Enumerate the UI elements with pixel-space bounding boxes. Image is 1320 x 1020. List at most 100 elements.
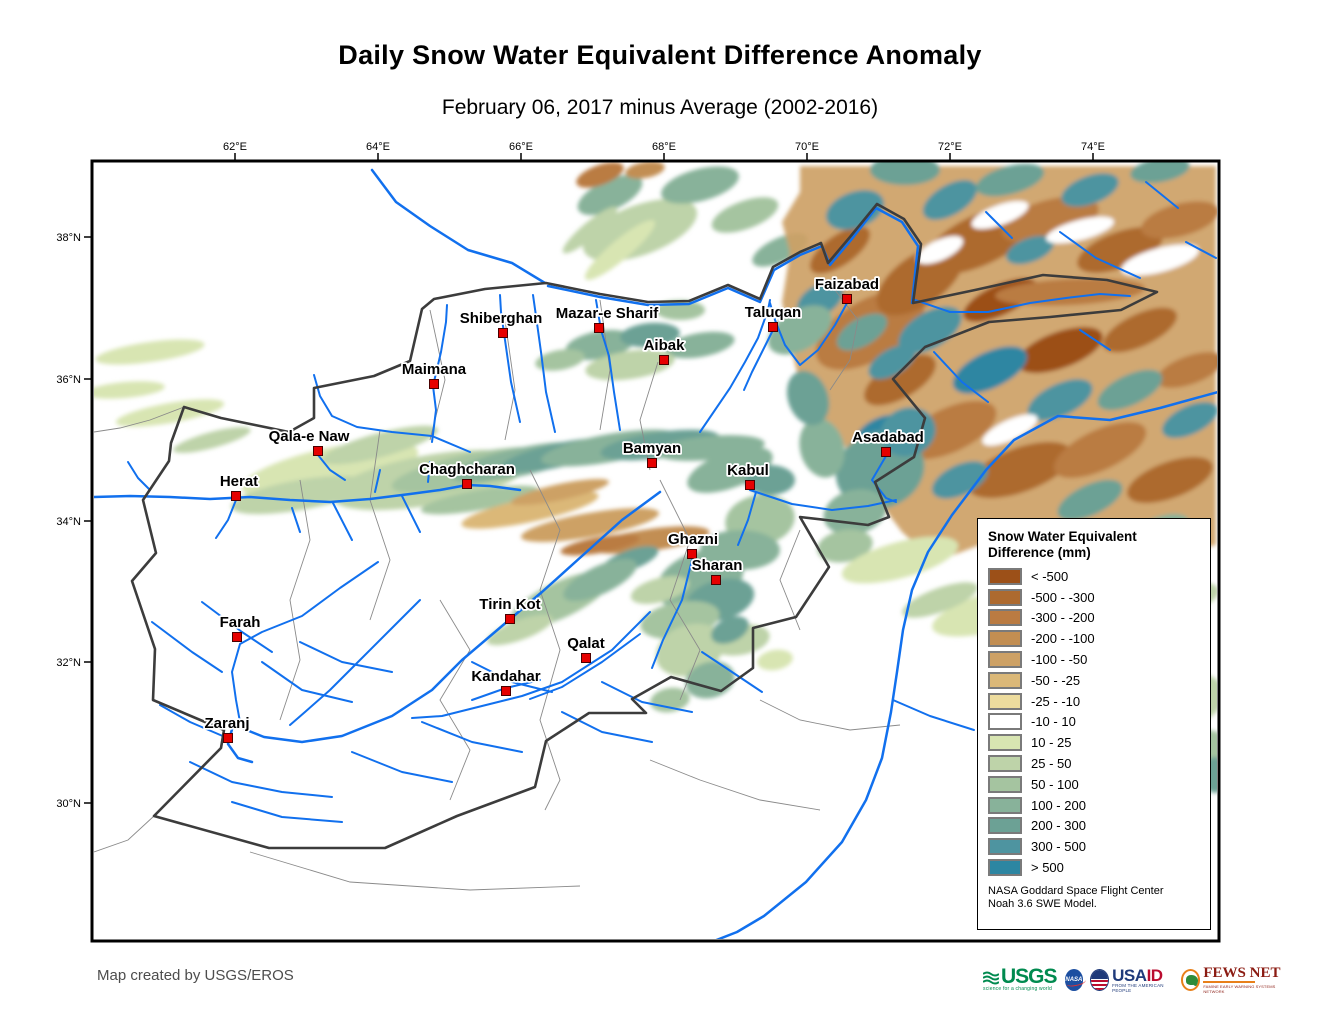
city-marker-asadabad bbox=[881, 447, 891, 457]
city-label-asadabad: Asadabad bbox=[852, 429, 924, 446]
city-marker-kabul bbox=[745, 480, 755, 490]
legend-note-line1: NASA Goddard Space Flight Center bbox=[988, 884, 1164, 897]
lon-label: 68°E bbox=[652, 141, 676, 153]
legend-label: 10 - 25 bbox=[1031, 735, 1072, 751]
legend-swatch bbox=[988, 609, 1022, 627]
axis-layer: 62°E 64°E 66°E 68°E 70°E 72°E 74°E 38°N 36°N 34°N… bbox=[56, 141, 1105, 810]
page-subtitle: February 06, 2017 minus Average (2002-20… bbox=[441, 96, 879, 119]
legend-entry: -500 - -300 bbox=[988, 587, 1204, 608]
city-label-tirin-kot: Tirin Kot bbox=[479, 596, 540, 613]
city-label-qalat: Qalat bbox=[567, 635, 605, 652]
city-label-bamyan: Bamyan bbox=[623, 440, 681, 457]
city-label-kandahar: Kandahar bbox=[471, 668, 540, 685]
credit-text: Map created by USGS/EROS bbox=[97, 967, 294, 984]
legend-swatch bbox=[988, 588, 1022, 606]
lat-label: 38°N bbox=[56, 232, 81, 244]
city-marker-taluqan bbox=[768, 322, 778, 332]
logo-row: USGS science for a changing world NASA U… bbox=[983, 956, 1283, 1004]
usaid-logo: USAID FROM THE AMERICAN PEOPLE bbox=[1090, 967, 1173, 993]
usgs-tagline: science for a changing world bbox=[983, 986, 1052, 992]
legend-note: NASA Goddard Space Flight Center Noah 3.… bbox=[988, 885, 1204, 912]
lat-label: 32°N bbox=[56, 657, 81, 669]
usgs-wave-icon bbox=[983, 971, 999, 985]
city-label-faizabad: Faizabad bbox=[815, 276, 879, 293]
legend-entry: 50 - 100 bbox=[988, 774, 1204, 795]
city-label-shiberghan: Shiberghan bbox=[460, 310, 543, 327]
lat-label: 30°N bbox=[56, 798, 81, 810]
lon-label: 66°E bbox=[509, 141, 533, 153]
city-marker-faizabad bbox=[842, 294, 852, 304]
city-marker-qalat bbox=[581, 653, 591, 663]
city-label-farah: Farah bbox=[220, 614, 261, 631]
city-label-aibak: Aibak bbox=[644, 337, 686, 354]
legend-swatch bbox=[988, 567, 1022, 585]
legend-label: 200 - 300 bbox=[1031, 818, 1086, 834]
legend-entry: 10 - 25 bbox=[988, 732, 1204, 753]
legend-label: 100 - 200 bbox=[1031, 797, 1086, 813]
city-layer: Faizabad Taluqan Mazar-e Sharif Shiberghan A… bbox=[203, 274, 926, 743]
fewsnet-logo: FEWS NET FAMINE EARLY WARNING SYSTEMS NE… bbox=[1181, 965, 1283, 994]
legend-label: -25 - -10 bbox=[1031, 693, 1081, 709]
legend-label: 50 - 100 bbox=[1031, 776, 1079, 792]
city-marker-shiberghan bbox=[498, 328, 508, 338]
legend-rows: < -500 -500 - -300 -300 - -200 -200 - -100 -… bbox=[988, 566, 1204, 878]
city-label-kabul: Kabul bbox=[727, 462, 769, 479]
map-frame bbox=[90, 159, 1221, 943]
fewsnet-underline bbox=[1203, 980, 1256, 983]
legend-label: 25 - 50 bbox=[1031, 756, 1072, 772]
legend-title: Snow Water Equivalent Difference (mm) bbox=[988, 529, 1204, 561]
city-marker-kandahar bbox=[501, 686, 511, 696]
city-marker-mazar-e-sharif bbox=[594, 323, 604, 333]
legend-title-line2: Difference (mm) bbox=[988, 545, 1091, 560]
legend: Snow Water Equivalent Difference (mm) < … bbox=[977, 518, 1211, 930]
legend-swatch bbox=[988, 630, 1022, 648]
city-marker-qala-e-naw bbox=[313, 446, 323, 456]
city-label-mazar-e-sharif: Mazar-e Sharif bbox=[556, 305, 660, 322]
city-marker-bamyan bbox=[647, 458, 657, 468]
legend-entry: 25 - 50 bbox=[988, 753, 1204, 774]
legend-label: -10 - 10 bbox=[1031, 714, 1076, 730]
city-marker-herat bbox=[231, 491, 241, 501]
city-marker-chaghcharan bbox=[462, 479, 472, 489]
city-marker-sharan bbox=[711, 575, 721, 585]
city-marker-aibak bbox=[659, 355, 669, 365]
city-label-sharan: Sharan bbox=[692, 557, 743, 574]
usaid-tagline: FROM THE AMERICAN PEOPLE bbox=[1112, 982, 1164, 993]
legend-swatch bbox=[988, 671, 1022, 689]
page-title: Daily Snow Water Equivalent Difference A… bbox=[338, 40, 982, 70]
legend-title-line1: Snow Water Equivalent bbox=[988, 529, 1137, 544]
legend-label: < -500 bbox=[1031, 568, 1069, 584]
legend-entry: -300 - -200 bbox=[988, 608, 1204, 629]
legend-label: -200 - -100 bbox=[1031, 631, 1095, 647]
legend-label: -300 - -200 bbox=[1031, 610, 1095, 626]
legend-label: > 500 bbox=[1031, 860, 1064, 876]
legend-swatch bbox=[988, 692, 1022, 710]
legend-label: 300 - 500 bbox=[1031, 839, 1086, 855]
usaid-seal-icon bbox=[1090, 969, 1110, 991]
legend-entry: -100 - -50 bbox=[988, 649, 1204, 670]
lon-label: 70°E bbox=[795, 141, 819, 153]
legend-entry: -25 - -10 bbox=[988, 691, 1204, 712]
legend-label: -50 - -25 bbox=[1031, 672, 1081, 688]
legend-swatch bbox=[988, 713, 1022, 731]
legend-entry: < -500 bbox=[988, 566, 1204, 587]
legend-label: -500 - -300 bbox=[1031, 589, 1095, 605]
legend-entry: -10 - 10 bbox=[988, 712, 1204, 733]
city-label-ghazni: Ghazni bbox=[668, 531, 718, 548]
city-label-chaghcharan: Chaghcharan bbox=[419, 461, 515, 478]
city-marker-zaranj bbox=[223, 733, 233, 743]
legend-swatch bbox=[988, 859, 1022, 877]
legend-swatch bbox=[988, 651, 1022, 669]
city-marker-maimana bbox=[429, 379, 439, 389]
city-marker-tirin-kot bbox=[505, 614, 515, 624]
legend-entry: 100 - 200 bbox=[988, 795, 1204, 816]
legend-note-line2: Noah 3.6 SWE Model. bbox=[988, 898, 1097, 911]
fewsnet-globe-icon bbox=[1181, 969, 1201, 991]
legend-swatch bbox=[988, 755, 1022, 773]
lon-label: 62°E bbox=[223, 141, 247, 153]
city-label-taluqan: Taluqan bbox=[745, 304, 801, 321]
city-label-herat: Herat bbox=[220, 473, 258, 490]
nasa-logo-icon: NASA bbox=[1064, 969, 1087, 991]
lon-label: 74°E bbox=[1081, 141, 1105, 153]
lat-label: 34°N bbox=[56, 516, 81, 528]
